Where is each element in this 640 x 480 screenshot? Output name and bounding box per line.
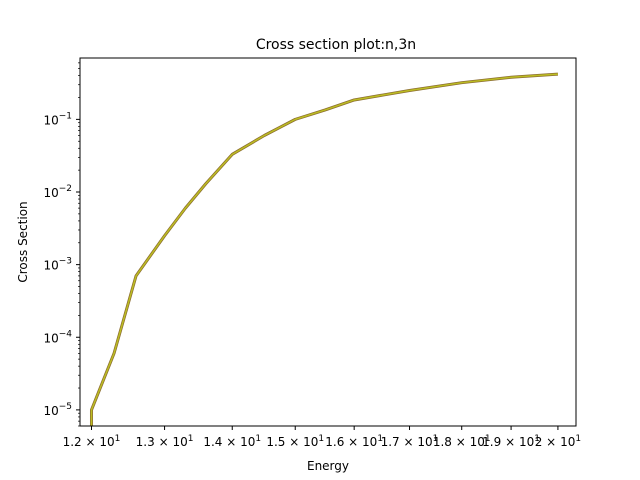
x-tick-label: 1.8 × 101 (433, 434, 491, 449)
y-tick-label: 10−4 (43, 329, 72, 345)
y-tick-label: 10−5 (43, 402, 72, 418)
y-tick-label: 10−1 (43, 111, 72, 127)
series-layer (89, 72, 559, 426)
x-tick-label: 1.3 × 101 (136, 434, 194, 449)
plot-frame (79, 57, 577, 427)
x-axis-label: Energy (307, 459, 349, 473)
x-tick-label: 1.6 × 101 (325, 434, 383, 449)
x-tick-label: 1.5 × 101 (266, 434, 324, 449)
y-axis-ticks: 10−5 10−4 10−3 10−2 10−1 (43, 62, 80, 427)
chart-title: Cross section plot:n,3n (256, 37, 416, 53)
x-tick-label: 1.4 × 101 (203, 434, 261, 449)
x-tick-label: 1.2 × 101 (63, 434, 121, 449)
y-tick-label: 10−2 (43, 184, 72, 200)
x-axis-ticks: 1.2 × 101 1.3 × 101 1.4 × 101 1.5 × 101 1.6 … (63, 426, 581, 449)
x-tick-label: 2 × 101 (535, 434, 581, 449)
x-tick-label: 1.9 × 101 (482, 434, 540, 449)
y-tick-label: 10−3 (43, 257, 72, 273)
x-tick-label: 1.7 × 101 (381, 434, 439, 449)
series-line-1 (90, 73, 558, 426)
y-axis-label: Cross Section (16, 201, 30, 282)
